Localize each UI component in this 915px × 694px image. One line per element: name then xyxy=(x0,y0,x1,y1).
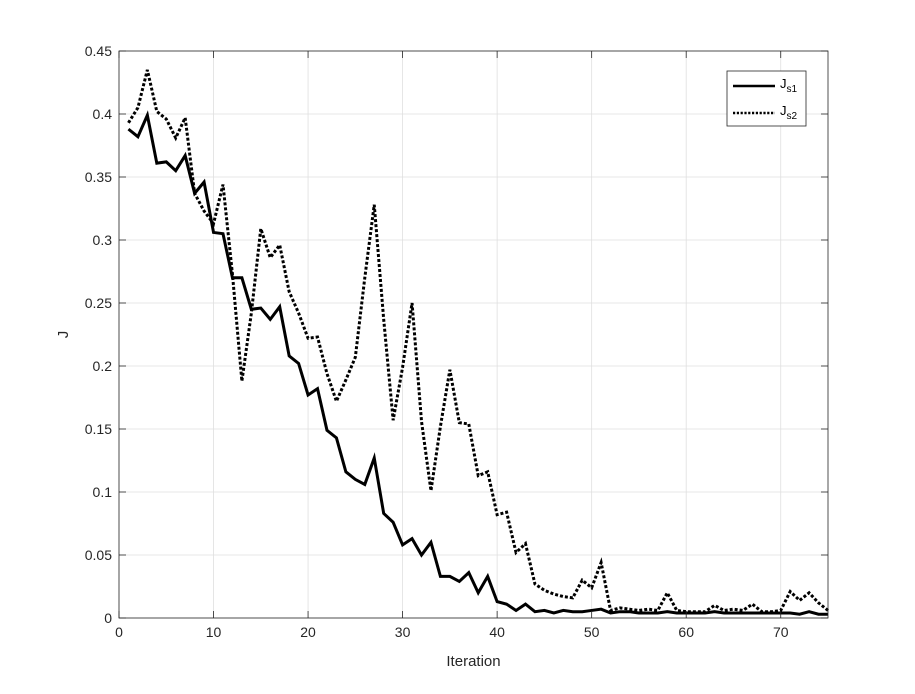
series-js1-line xyxy=(127,110,828,616)
x-tick-label: 50 xyxy=(584,624,600,640)
legend-entry-js2: Js2 xyxy=(780,103,798,122)
y-tick-label: 0.3 xyxy=(93,232,113,248)
legend-box xyxy=(726,70,807,127)
series-layer xyxy=(127,69,829,616)
y-tick-label: 0.45 xyxy=(85,43,112,59)
series-js2-line xyxy=(127,69,829,614)
x-tick-label: 60 xyxy=(678,624,694,640)
x-tick-label: 20 xyxy=(300,624,316,640)
y-tick-label: 0 xyxy=(104,610,112,626)
legend-label-subscript: s1 xyxy=(787,84,798,95)
y-tick-label: 0.05 xyxy=(85,547,112,563)
legend-entry-js1: Js1 xyxy=(780,76,798,95)
x-tick-label: 40 xyxy=(489,624,505,640)
legend-label-subscript: s2 xyxy=(787,111,798,122)
y-axis-label: J xyxy=(55,331,72,339)
plot-area xyxy=(119,51,828,618)
axes-frame xyxy=(118,50,829,619)
legend-label-main: J xyxy=(780,76,787,91)
y-tick-label: 0.2 xyxy=(93,358,113,374)
legend: Js1 Js2 xyxy=(726,70,807,127)
ticks: 0 10 20 30 40 50 60 70 0 0.05 0.1 0.15 0.2 0.25 0.3 0.3… xyxy=(85,43,828,640)
y-tick-label: 0.35 xyxy=(85,169,112,185)
x-tick-label: 30 xyxy=(395,624,411,640)
x-tick-label: 70 xyxy=(773,624,789,640)
y-tick-label: 0.1 xyxy=(93,484,113,500)
y-tick-label: 0.4 xyxy=(93,106,113,122)
y-tick-label: 0.25 xyxy=(85,295,112,311)
y-tick-label: 0.15 xyxy=(85,421,112,437)
x-axis-label: Iteration xyxy=(446,653,500,670)
x-tick-label: 10 xyxy=(206,624,222,640)
legend-label-main: J xyxy=(780,103,787,118)
x-tick-label: 0 xyxy=(115,624,123,640)
